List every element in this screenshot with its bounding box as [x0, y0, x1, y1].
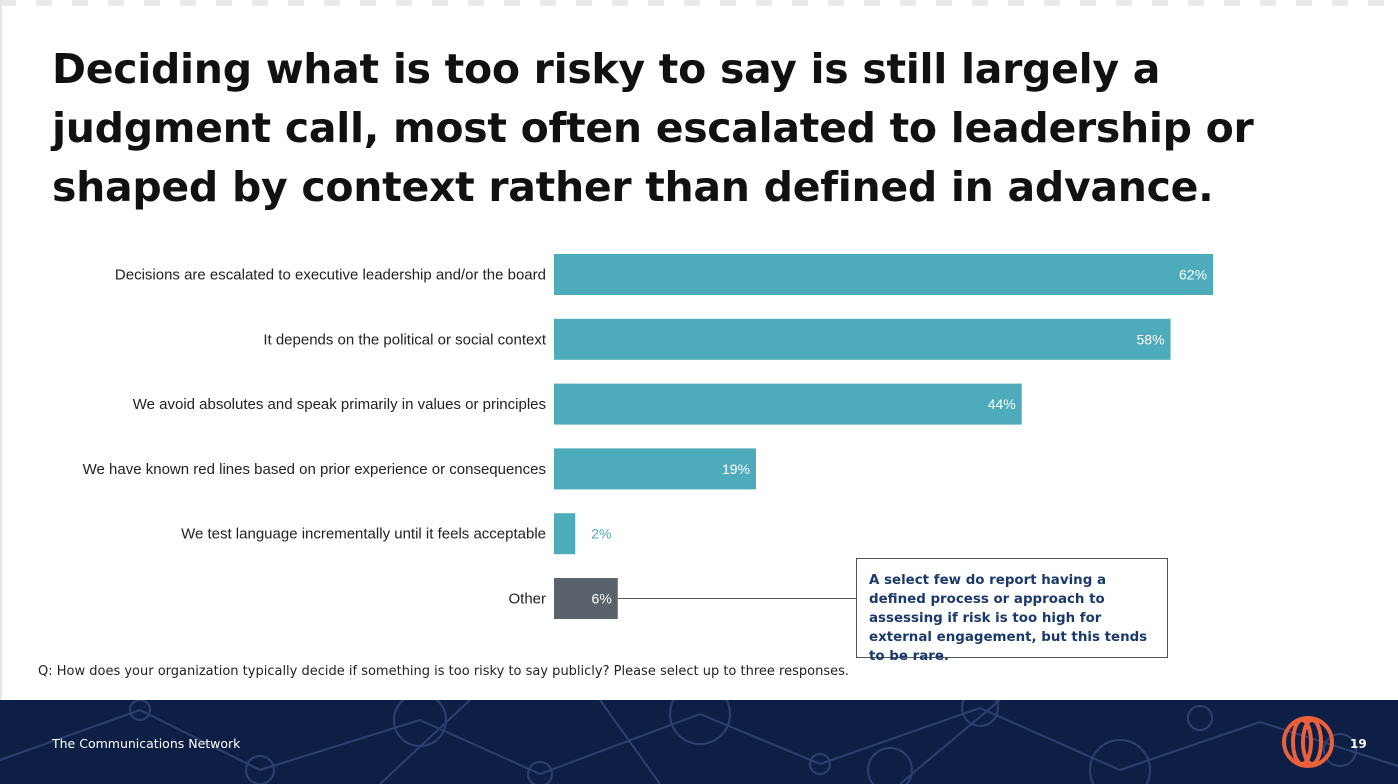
bar-2 [554, 318, 1171, 360]
bar-5 [554, 513, 576, 555]
category-label-2: It depends on the political or social co… [263, 331, 547, 348]
network-pattern [0, 700, 1398, 784]
org-name: The Communications Network [52, 736, 241, 751]
slide-title: Deciding what is too risky to say is sti… [52, 45, 1254, 211]
value-label-6: 6% [592, 591, 612, 607]
value-label-4: 19% [722, 461, 750, 477]
category-label-4: We have known red lines based on prior e… [83, 461, 546, 478]
value-label-1: 62% [1179, 267, 1207, 283]
top-dash-border [0, 0, 1398, 6]
value-label-5: 2% [591, 526, 611, 542]
bar-6 [554, 578, 618, 619]
category-label-1: Decisions are escalated to executive lea… [115, 267, 546, 284]
bar-4 [554, 448, 756, 490]
bar-3 [554, 383, 1022, 425]
footer-band: The Communications Network 19 [0, 700, 1398, 784]
value-label-3: 44% [988, 396, 1016, 412]
category-label-6: Other [508, 591, 546, 608]
survey-question: Q: How does your organization typically … [38, 664, 849, 679]
value-label-2: 58% [1137, 331, 1165, 347]
left-edge-rule [0, 0, 2, 700]
page-number: 19 [1350, 737, 1367, 751]
bar-1 [554, 254, 1214, 295]
callout-box: A select few do report having a defined … [856, 558, 1168, 664]
bar-chart: Decisions are escalated to executive lea… [83, 254, 1214, 619]
category-label-5: We test language incrementally until it … [181, 526, 546, 543]
network-logo-icon [1282, 716, 1334, 768]
category-label-3: We avoid absolutes and speak primarily i… [133, 396, 546, 413]
